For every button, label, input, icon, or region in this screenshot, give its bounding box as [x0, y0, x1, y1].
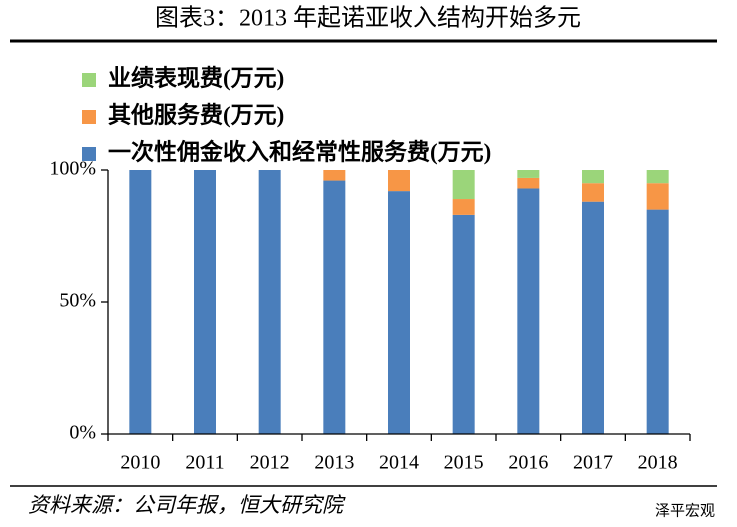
bar-segment [646, 183, 669, 210]
bar-segment [646, 170, 669, 184]
bar-segment [258, 170, 281, 434]
watermark: 泽平宏观 [655, 502, 715, 520]
legend-label: 一次性佣金收入和经常性服务费(万元) [108, 138, 491, 164]
bar-segment [582, 201, 604, 434]
x-tick-label: 2017 [573, 452, 613, 474]
bar-segment [582, 183, 604, 202]
legend-swatch [82, 110, 96, 124]
bar-segment [517, 170, 540, 178]
x-tick-label: 2014 [379, 452, 419, 474]
y-tick-label: 0% [69, 422, 96, 444]
bar-segment [646, 209, 669, 434]
bar-segment [452, 199, 475, 215]
x-tick-label: 2011 [185, 452, 224, 474]
chart-title: 图表3：2013 年起诺亚收入结构开始多元 [155, 5, 581, 32]
bar-segment [452, 170, 475, 200]
bar-segment [582, 170, 604, 184]
x-tick-label: 2012 [250, 452, 290, 474]
bar-segment [517, 188, 540, 434]
x-tick-label: 2010 [120, 452, 160, 474]
bar-segment [517, 177, 540, 189]
bar-segment [194, 170, 216, 434]
bar-segment [452, 214, 475, 434]
legend-swatch [82, 73, 96, 87]
legend-label: 业绩表现费(万元) [108, 64, 284, 90]
legend-label: 其他服务费(万元) [108, 102, 284, 127]
source: 资料来源：公司年报，恒大研究院 [28, 493, 346, 517]
legend-swatch [82, 147, 96, 161]
x-tick-label: 2018 [638, 452, 678, 474]
y-tick-label: 50% [59, 290, 96, 312]
bar-segment [129, 170, 152, 434]
y-tick-label: 100% [49, 158, 96, 180]
x-tick-label: 2015 [444, 452, 484, 474]
x-tick-label: 2013 [314, 452, 354, 474]
bar-segment [323, 180, 346, 434]
bar-segment [388, 191, 410, 434]
bar-segment [388, 170, 410, 192]
x-tick-label: 2016 [508, 452, 548, 474]
bar-segment [323, 170, 346, 181]
